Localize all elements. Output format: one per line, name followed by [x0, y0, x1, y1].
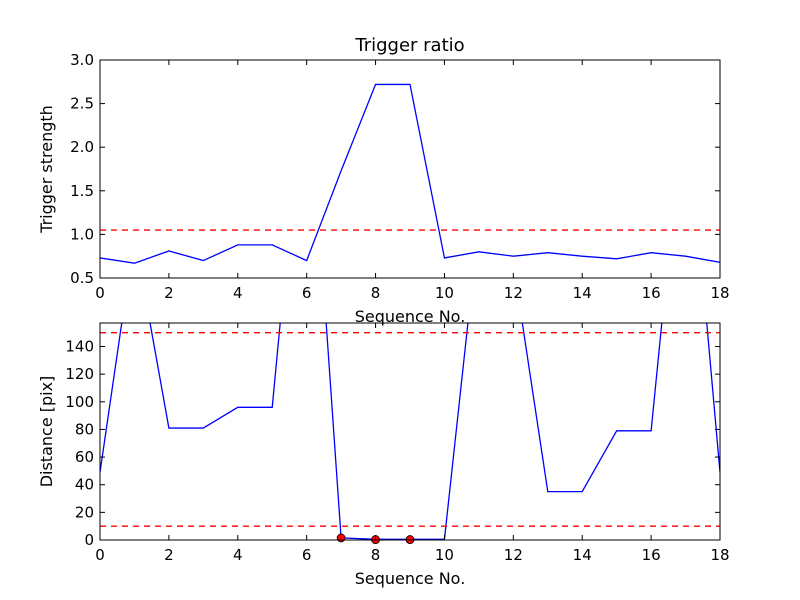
trigger-ratio-panel: Trigger ratio 0 2 4 6 8 10 12 14 16 18 0.5 1.0 1.5 2.0…	[37, 35, 730, 326]
y-tick-label: 0	[84, 531, 94, 549]
axes-frame	[99, 322, 721, 541]
y-tick-label: 100	[65, 393, 94, 411]
x-axis-label: Sequence No.	[355, 307, 466, 326]
x-tick-label: 6	[302, 284, 312, 302]
x-tick-label: 10	[435, 546, 454, 564]
x-tick-label: 4	[233, 284, 243, 302]
x-tick-label: 18	[710, 284, 729, 302]
x-tick-label: 2	[164, 546, 174, 564]
distance-panel: 0 2 4 6 8 10 12 14 16 18 0 20 40 60 80 100 120 140 Sequenc…	[37, 322, 730, 588]
y-tick-label: 20	[75, 503, 94, 521]
series-line-0	[100, 83, 720, 264]
point-marker	[336, 533, 346, 543]
chart-title: Trigger ratio	[354, 35, 464, 56]
y-tick-label: 1.0	[70, 225, 94, 243]
x-tick-label: 16	[642, 284, 661, 302]
x-tick-label: 8	[371, 546, 381, 564]
axes-frame	[99, 59, 721, 279]
y-tick-label: 2.0	[70, 138, 94, 156]
plot-area	[100, 323, 720, 540]
y-tick-label: 1.5	[70, 182, 94, 200]
y-tick-label: 60	[75, 448, 94, 466]
x-tick-label: 6	[302, 546, 312, 564]
y-tick-label: 2.5	[70, 95, 94, 113]
y-tick-label: 140	[65, 337, 94, 355]
x-tick-label: 14	[573, 284, 592, 302]
x-tick-label: 0	[95, 284, 105, 302]
series-line-0	[100, 323, 720, 540]
x-tick-label: 4	[233, 546, 243, 564]
x-tick-label: 8	[371, 284, 381, 302]
y-tick-label: 80	[75, 420, 94, 438]
plot-area	[100, 83, 720, 264]
x-tick-label: 10	[435, 284, 454, 302]
y-tick-label: 3.0	[70, 51, 94, 69]
y-tick-label: 120	[65, 365, 94, 383]
x-tick-label: 12	[504, 284, 523, 302]
y-tick-label: 0.5	[70, 269, 94, 287]
x-tick-label: 12	[504, 546, 523, 564]
y-axis-label: Trigger strength	[37, 105, 56, 234]
x-tick-label: 14	[573, 546, 592, 564]
x-tick-label: 0	[95, 546, 105, 564]
x-tick-label: 2	[164, 284, 174, 302]
x-tick-label: 16	[642, 546, 661, 564]
y-axis-label: Distance [pix]	[37, 376, 56, 488]
x-tick-label: 18	[710, 546, 729, 564]
y-tick-label: 40	[75, 476, 94, 494]
x-axis-label: Sequence No.	[355, 569, 466, 588]
